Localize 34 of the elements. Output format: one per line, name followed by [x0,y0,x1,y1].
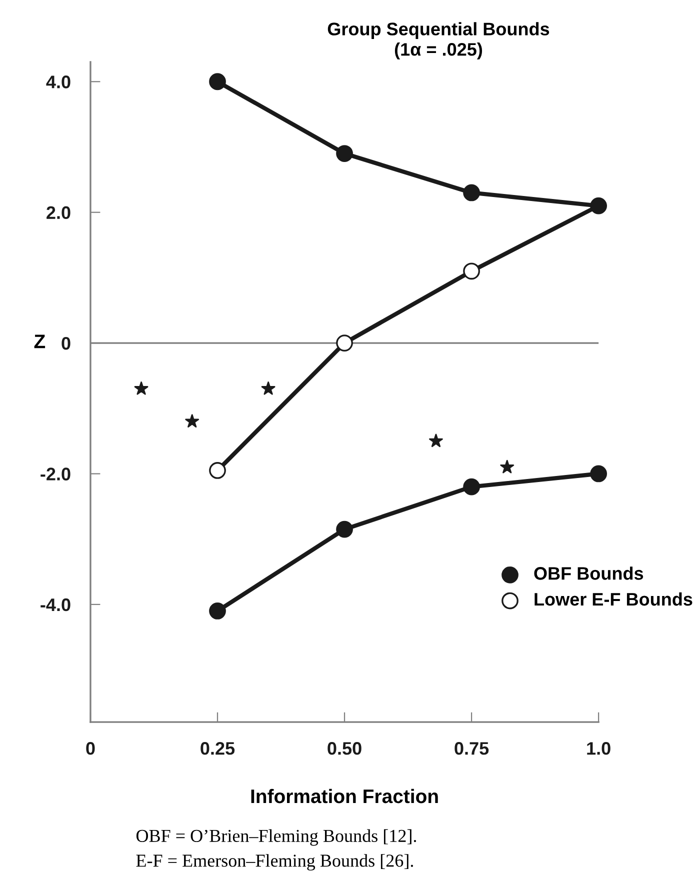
point [463,478,480,496]
text: OBF = O’Brien–Fleming Bounds [12]. [136,829,416,846]
chart-title: Group Sequential Bounds [328,22,550,39]
point [590,197,607,214]
y-tick-label: -2.0 [40,468,70,480]
point [336,520,353,538]
point [590,465,607,482]
point [336,145,353,162]
point [185,414,200,428]
x-tick-label: 1.0 [587,742,610,755]
point [134,382,148,395]
point [209,73,226,90]
legend-label: OBF Bounds [534,566,644,580]
point [463,184,480,202]
point [336,334,353,352]
point [429,434,443,448]
text: E-F = Emerson–Fleming Bounds [26]. [136,854,414,871]
y-tick-label: 0 [62,336,70,350]
x-tick-label: 0.75 [454,742,489,755]
x-tick-label: 0.50 [328,742,362,755]
y-axis-title: Z [34,334,46,348]
y-tick-label: 2.0 [46,206,70,220]
x-tick-label: 0 [86,742,95,755]
y-tick-label: 4.0 [46,76,70,88]
legend-label: Lower E-F Bounds [534,592,692,606]
point [209,462,226,479]
point [261,382,276,395]
point [463,262,480,280]
x-tick-label: 0.25 [200,742,235,755]
chart-subtitle: (1α = .025) [394,42,482,60]
point [500,460,514,474]
y-tick-label: -4.0 [40,598,70,612]
x-axis-title: Information Fraction [251,788,438,804]
point [209,602,226,620]
